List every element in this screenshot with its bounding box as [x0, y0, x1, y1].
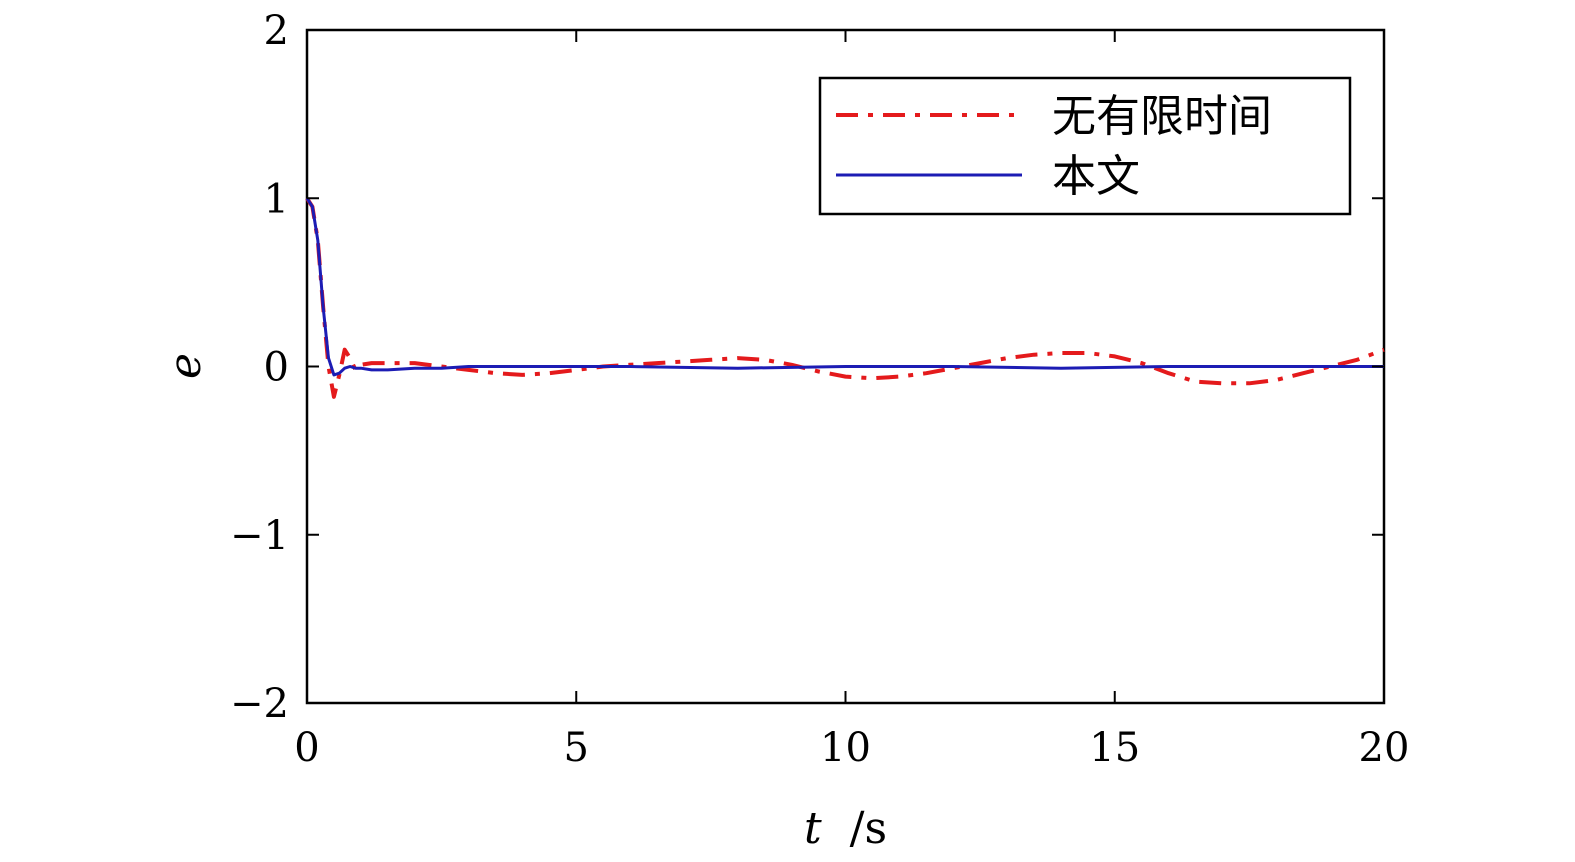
x-axis-label: t /s [804, 803, 887, 854]
legend-box [818, 76, 1352, 216]
series-line-0 [305, 197, 1385, 399]
x-axis-label-unit: /s [850, 803, 887, 854]
legend-label-1: 本文 [1052, 151, 1140, 202]
series-layer [305, 197, 1385, 399]
series-line-1 [305, 197, 1384, 377]
y-tick-label: 0 [264, 345, 289, 391]
legend: 无有限时间 本文 [818, 76, 1352, 216]
y-axis-label: e [160, 353, 211, 379]
x-axis-label-variable: t [804, 803, 822, 854]
y-tick-label: −1 [230, 513, 289, 559]
x-tick-label: 5 [564, 725, 589, 771]
x-tick-label: 10 [820, 725, 871, 771]
x-tick-label: 15 [1089, 725, 1140, 771]
y-tick-label: 2 [264, 8, 289, 54]
y-tick-label: −2 [230, 681, 289, 727]
y-tick-label: 1 [264, 176, 289, 222]
x-tick-label: 0 [294, 725, 319, 771]
x-tick-label: 20 [1359, 725, 1410, 771]
legend-label-0: 无有限时间 [1052, 91, 1272, 142]
